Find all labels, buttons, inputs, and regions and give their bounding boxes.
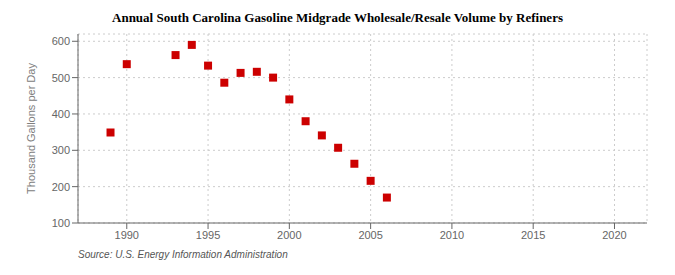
svg-text:100: 100	[52, 217, 70, 229]
svg-text:Thousand Gallons per Day: Thousand Gallons per Day	[25, 63, 37, 194]
svg-text:500: 500	[52, 72, 70, 84]
svg-text:2015: 2015	[521, 229, 545, 241]
svg-text:2005: 2005	[358, 229, 382, 241]
svg-text:600: 600	[52, 35, 70, 47]
svg-text:2000: 2000	[277, 229, 301, 241]
svg-text:2010: 2010	[440, 229, 464, 241]
svg-text:300: 300	[52, 144, 70, 156]
svg-text:1995: 1995	[196, 229, 220, 241]
svg-text:200: 200	[52, 181, 70, 193]
svg-text:400: 400	[52, 108, 70, 120]
html-text:Source: U.S. Energy Informatio: Source: U.S. Energy Information Administ…	[78, 249, 288, 260]
svg-text:2020: 2020	[602, 229, 626, 241]
html-text:Annual South Carolina Gasoline: Annual South Carolina Gasoline Midgrade …	[112, 10, 563, 25]
svg-text:1990: 1990	[115, 229, 139, 241]
